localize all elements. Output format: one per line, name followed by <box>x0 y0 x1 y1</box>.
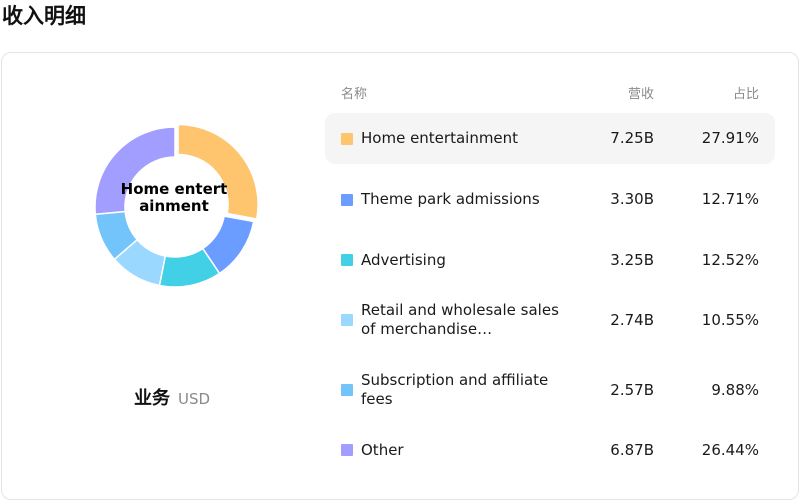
legend-item-name: Subscription and affiliate fees <box>361 371 549 408</box>
legend-item-share: 27.91% <box>701 129 759 147</box>
legend-item-share: 12.71% <box>701 190 759 208</box>
legend-item-share: 10.55% <box>701 310 759 329</box>
legend-item-name: Home entertainment <box>361 129 519 147</box>
currency-unit: USD <box>178 390 211 408</box>
legend-item-revenue: 2.57B <box>610 380 654 399</box>
legend-row[interactable]: Theme park admissions 3.30B 12.71% <box>325 164 775 235</box>
legend-item-share: 9.88% <box>711 380 759 399</box>
dimension-title: 业务 <box>134 388 170 409</box>
legend-swatch <box>341 314 353 326</box>
legend-item-revenue: 3.30B <box>610 190 654 208</box>
legend-row[interactable]: Home entertainment 7.25B 27.91% <box>325 113 775 164</box>
legend-item-share: 26.44% <box>701 440 759 459</box>
legend-item-name: Advertising <box>361 250 446 269</box>
legend-row[interactable]: Subscription and affiliate fees 2.57B 9.88… <box>325 355 775 425</box>
column-header-share: 占比 <box>732 87 759 102</box>
page-title: 收入明细 <box>2 4 86 28</box>
donut-slice-0[interactable] <box>177 123 259 220</box>
legend-swatch <box>341 132 353 145</box>
legend-item-revenue: 6.87B <box>610 440 654 459</box>
column-header-revenue: 营收 <box>627 87 654 102</box>
legend-item-name: Other <box>361 440 404 459</box>
dimension-label: 业务 USD <box>134 384 210 414</box>
legend-item-share: 12.52% <box>701 250 759 269</box>
column-header-name: 名称 <box>341 87 368 102</box>
donut-slice-5[interactable] <box>94 126 176 216</box>
legend-swatch <box>341 254 353 266</box>
legend-item-name: Retail and wholesale sales of merchandis… <box>361 301 559 338</box>
donut-chart[interactable] <box>80 112 270 302</box>
legend-swatch <box>341 444 353 456</box>
legend-item-name: Theme park admissions <box>361 190 540 208</box>
legend-item-revenue: 7.25B <box>610 129 654 147</box>
legend-item-revenue: 3.25B <box>610 250 654 269</box>
legend-swatch <box>341 193 353 206</box>
legend-row[interactable]: Retail and wholesale sales of merchandis… <box>325 285 775 355</box>
legend-item-revenue: 2.74B <box>610 310 654 329</box>
legend-swatch <box>341 384 353 396</box>
legend-row[interactable]: Advertising 3.25B 12.52% <box>325 235 775 285</box>
legend-row[interactable]: Other 6.87B 26.44% <box>325 425 775 475</box>
donut-center-label: Home entertainment <box>120 181 228 215</box>
